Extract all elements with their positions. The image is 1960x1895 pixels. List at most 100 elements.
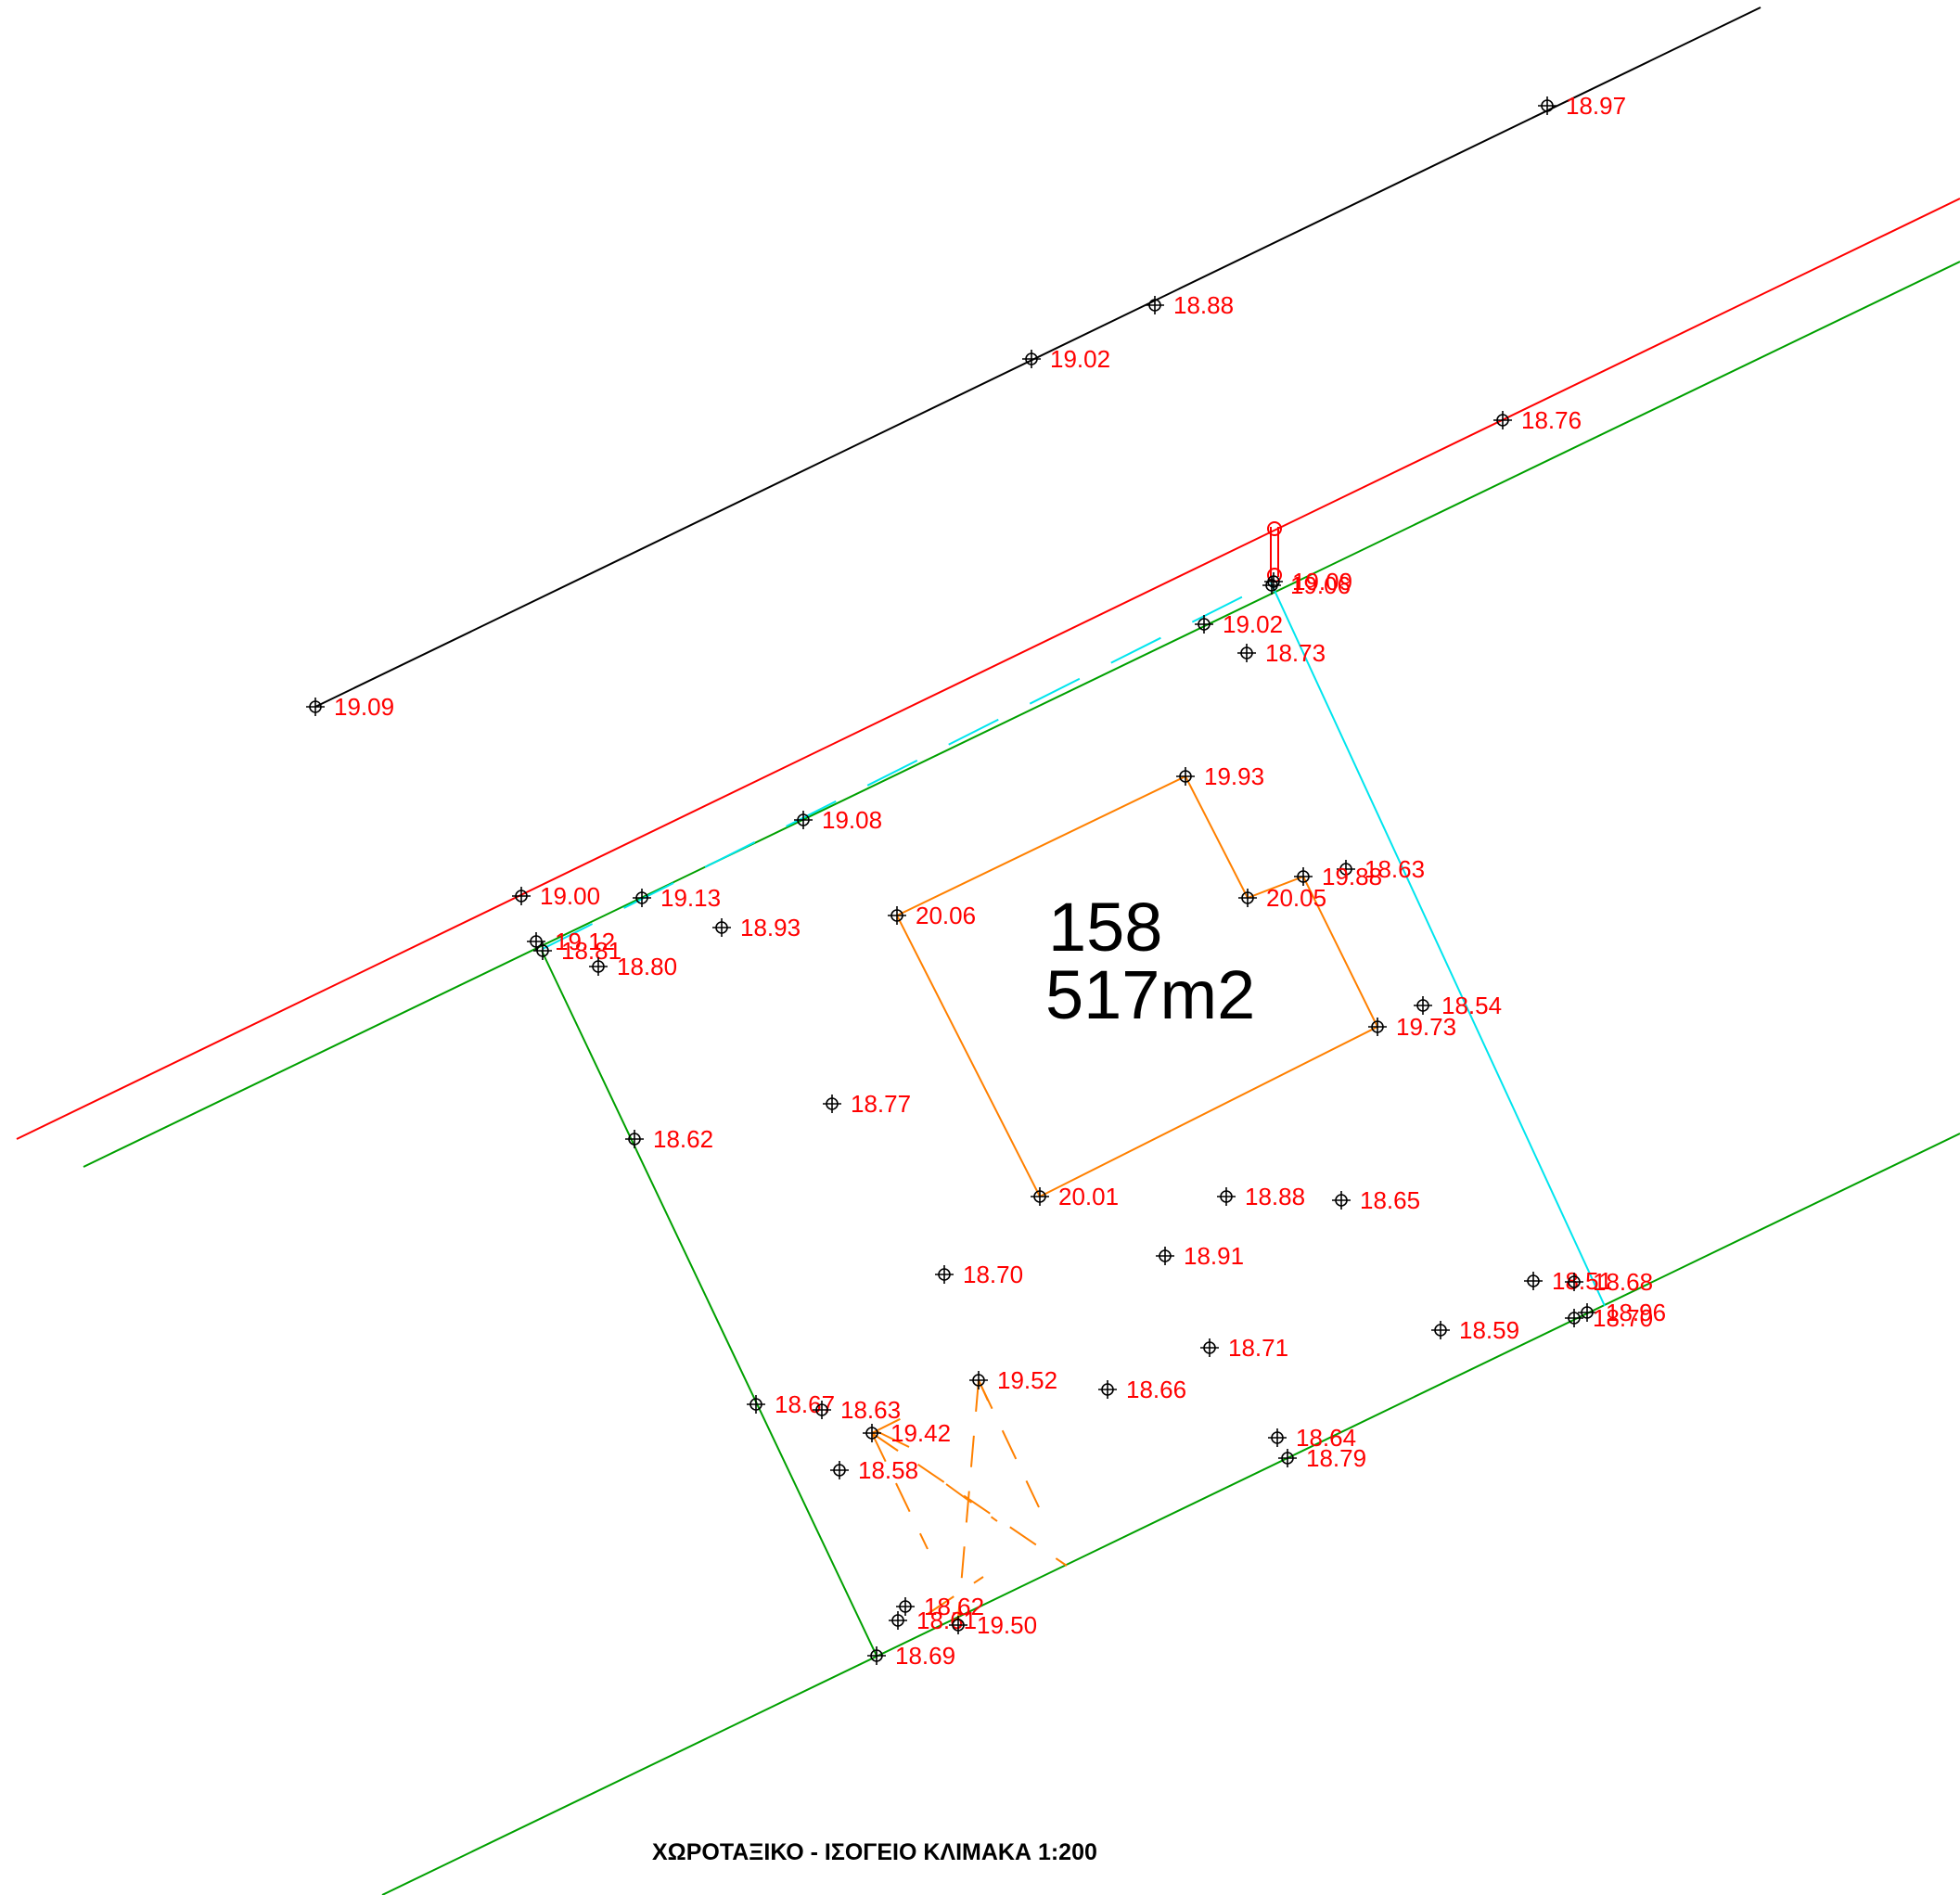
elevation-label: 18.81: [561, 937, 621, 965]
parcel-number: 158: [1048, 889, 1162, 966]
elevation-point: 18.68: [1565, 1268, 1653, 1296]
elevation-point: 18.70: [935, 1261, 1023, 1288]
elevation-point: 18.73: [1237, 639, 1326, 667]
elevation-label: 18.65: [1360, 1186, 1420, 1214]
plot-front-boundary: [83, 261, 1960, 1168]
elevation-label: 19.09: [334, 693, 394, 721]
elevation-label: 18.96: [1606, 1299, 1666, 1326]
elevation-points: 18.9718.8819.0218.7619.0919.0619.0218.73…: [306, 92, 1666, 1670]
elevation-label: 18.63: [840, 1396, 901, 1424]
elevation-label: 19.02: [1223, 610, 1283, 638]
elevation-label: 18.69: [895, 1642, 955, 1670]
elevation-point: 18.51: [1524, 1267, 1612, 1295]
elevation-point: 18.67: [747, 1390, 835, 1418]
elevation-point: 18.71: [1200, 1334, 1288, 1362]
elevation-label: 18.80: [617, 953, 677, 980]
elevation-point: 20.05: [1238, 884, 1326, 912]
elevation-point: 18.59: [1431, 1316, 1519, 1344]
elevation-point: 18.62: [896, 1593, 984, 1620]
elevation-label: 19.52: [997, 1366, 1057, 1394]
elevation-point: 19.02: [1022, 345, 1110, 373]
elevation-point: 18.63: [1337, 855, 1425, 883]
elevation-label: 20.06: [916, 902, 976, 929]
elevation-label: 18.62: [924, 1593, 984, 1620]
elevation-label: 18.76: [1521, 406, 1582, 434]
elevation-point: 20.01: [1031, 1183, 1119, 1210]
elevation-point: 20.06: [888, 902, 976, 929]
elevation-point: 18.64: [1268, 1424, 1356, 1452]
elevation-point: 19.06: [1262, 571, 1351, 599]
elevation-label: 18.91: [1184, 1242, 1244, 1270]
elevation-point: 19.93: [1176, 762, 1264, 790]
elevation-point: 18.54: [1414, 992, 1502, 1019]
elevation-label: 18.70: [1593, 1304, 1653, 1332]
elevation-point: 18.88: [1146, 291, 1234, 319]
elevation-label: 18.67: [775, 1390, 835, 1418]
elevation-point: 18.97: [1538, 92, 1626, 120]
elevation-label: 18.93: [740, 914, 801, 941]
elevation-point: 19.73: [1368, 1013, 1456, 1041]
elevation-label: 19.42: [890, 1419, 951, 1447]
elevation-point: 18.69: [867, 1642, 955, 1670]
elevation-label: 19.88: [1322, 863, 1382, 890]
elevation-point: 18.91: [1156, 1242, 1244, 1270]
elevation-label: 18.66: [1126, 1376, 1186, 1403]
drawing-title: ΧΩΡΟΤΑΞΙΚΟ - ΙΣΟΓΕΙΟ ΚΛΙΜΑΚΑ 1:200: [652, 1839, 1097, 1865]
elevation-label: 18.61: [916, 1607, 977, 1634]
elevation-point: 19.52: [969, 1366, 1057, 1394]
elevation-label: 18.63: [1364, 855, 1425, 883]
elevation-point: 18.77: [823, 1090, 911, 1118]
elevation-label: 19.12: [555, 928, 615, 955]
elevation-label: 19.13: [660, 884, 721, 912]
elevation-label: 18.51: [1552, 1267, 1612, 1295]
stair-arrow-right: [978, 1379, 989, 1402]
elevation-label: 18.73: [1265, 639, 1326, 667]
elevation-label: 19.73: [1396, 1013, 1456, 1041]
plot-left-boundary: [541, 950, 878, 1657]
elevation-label: 20.01: [1058, 1183, 1119, 1210]
elevation-point: 19.02: [1195, 610, 1283, 638]
elevation-point: 19.00: [512, 882, 600, 910]
elevation-point: 18.66: [1098, 1376, 1186, 1403]
front-dashed-line: [542, 582, 1272, 950]
elevation-point: 18.96: [1578, 1299, 1666, 1326]
elevation-point: 19.13: [633, 884, 721, 912]
elevation-point: 19.88: [1294, 863, 1382, 890]
elevation-label: 18.64: [1296, 1424, 1356, 1452]
elevation-point: 18.88: [1217, 1183, 1305, 1210]
elevation-point: 18.70: [1565, 1304, 1653, 1332]
stair-hatch-lines: [871, 1379, 1068, 1620]
plot-rear-boundary: [381, 1133, 1960, 1895]
elevation-label: 18.97: [1566, 92, 1626, 120]
elevation-point: 19.09: [1264, 568, 1352, 595]
survey-marker-circle-top: [1267, 521, 1282, 536]
elevation-label: 19.09: [1292, 568, 1352, 595]
elevation-point: 19.09: [306, 693, 394, 721]
stair-arrow-left: [876, 1430, 910, 1448]
elevation-label: 20.05: [1266, 884, 1326, 912]
elevation-label: 18.59: [1459, 1316, 1519, 1344]
road-edge-line: [314, 6, 1761, 708]
elevation-label: 19.93: [1204, 762, 1264, 790]
elevation-label: 18.62: [653, 1125, 713, 1153]
elevation-point: 18.93: [712, 914, 801, 941]
elevation-point: 18.62: [625, 1125, 713, 1153]
plot-right-boundary: [1270, 582, 1606, 1307]
building-line: [16, 198, 1960, 1140]
parcel-area: 517m2: [1045, 956, 1255, 1033]
elevation-point: 18.79: [1278, 1444, 1366, 1472]
elevation-label: 18.58: [858, 1456, 918, 1484]
elevation-point: 18.63: [813, 1396, 901, 1424]
elevation-label: 18.70: [963, 1261, 1023, 1288]
elevation-label: 19.00: [540, 882, 600, 910]
elevation-label: 18.88: [1173, 291, 1234, 319]
elevation-point: 19.12: [527, 928, 615, 955]
elevation-label: 19.06: [1290, 571, 1351, 599]
elevation-point: 18.76: [1493, 406, 1582, 434]
elevation-point: 18.80: [589, 953, 677, 980]
elevation-label: 18.68: [1593, 1268, 1653, 1296]
elevation-label: 18.54: [1441, 992, 1502, 1019]
elevation-label: 19.08: [822, 806, 882, 834]
elevation-point: 19.50: [949, 1611, 1037, 1639]
